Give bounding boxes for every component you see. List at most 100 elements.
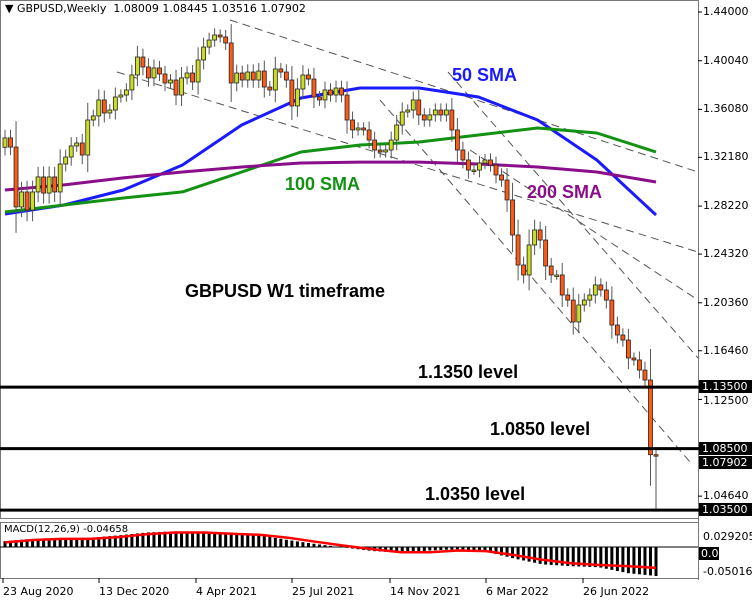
candle-body xyxy=(537,229,543,241)
trendline xyxy=(379,99,691,463)
candle-body xyxy=(223,36,229,44)
macd-histogram-bar xyxy=(395,547,399,553)
macd-histogram-bar xyxy=(113,535,117,547)
candle-body xyxy=(570,299,576,323)
macd-histogram-bar xyxy=(202,533,206,547)
candle-body xyxy=(96,99,102,117)
macd-histogram-bar xyxy=(53,538,57,547)
macd-histogram-bar xyxy=(213,533,217,547)
candle-body xyxy=(532,229,538,246)
macd-histogram-bar xyxy=(422,547,426,551)
chart-header: ▼ GBPUSD,Weekly 1.08009 1.08445 1.03516 … xyxy=(3,2,308,15)
macd-histogram-bar xyxy=(284,539,288,547)
candle-body xyxy=(101,99,107,114)
candle-body xyxy=(135,56,140,76)
macd-histogram-bar xyxy=(75,537,79,547)
trendline xyxy=(229,19,699,173)
macd-histogram-bar xyxy=(566,547,570,566)
macd-histogram-bar xyxy=(389,547,393,553)
macd-histogram-bar xyxy=(196,532,200,547)
candle-body xyxy=(631,357,637,361)
candle-body xyxy=(648,379,653,456)
candle-body xyxy=(8,137,13,148)
sma-100-line xyxy=(4,126,657,214)
date-tick-label: 25 Jul 2021 xyxy=(292,585,355,598)
ohlc-close: 1.07902 xyxy=(260,2,306,15)
sma50-label: 50 SMA xyxy=(452,65,518,85)
candle-body xyxy=(421,114,427,121)
candle-body xyxy=(576,304,582,323)
macd-histogram-bar xyxy=(516,547,520,560)
candle-body xyxy=(322,89,328,101)
candle-body xyxy=(118,94,124,98)
candle-body xyxy=(107,109,113,114)
candle-body xyxy=(344,94,350,121)
candle-body xyxy=(168,79,173,84)
ohlc-open: 1.08009 xyxy=(113,2,159,15)
macd-histogram-bar xyxy=(599,547,603,568)
macd-histogram-bar xyxy=(47,538,51,547)
candle-body xyxy=(272,68,278,91)
main-chart-frame xyxy=(0,0,699,519)
candle-body xyxy=(234,72,240,84)
price-tick-label: 1.12500 xyxy=(703,394,749,408)
candle-body xyxy=(212,34,218,41)
macd-histogram-bar xyxy=(102,536,106,547)
candle-body xyxy=(184,72,190,79)
candle-body xyxy=(554,274,560,277)
candle-body xyxy=(24,191,30,211)
price-tick-label: 1.16460 xyxy=(703,343,749,357)
macd-histogram-bar xyxy=(560,547,564,566)
macd-histogram-bar xyxy=(538,547,542,564)
candle-body xyxy=(603,289,609,301)
ohlc-high: 1.08445 xyxy=(162,2,208,15)
macd-histogram-bar xyxy=(461,547,465,550)
candle-body xyxy=(57,163,63,193)
level-lines xyxy=(0,385,699,512)
macd-histogram-bar xyxy=(306,542,310,547)
macd-histogram-bar xyxy=(141,532,145,547)
macd-histogram-bar xyxy=(544,547,548,565)
sma-200-line xyxy=(4,160,657,192)
candle-body xyxy=(581,299,587,306)
macd-histogram-bar xyxy=(279,538,283,547)
macd-histogram-bar xyxy=(218,533,222,547)
macd-histogram-bar xyxy=(174,531,178,547)
macd-histogram-bar xyxy=(500,547,504,556)
macd-histogram-bar xyxy=(466,547,470,551)
collapse-triangle-icon[interactable]: ▼ xyxy=(5,2,14,15)
candle-body xyxy=(294,88,300,107)
price-tick-label: 1.36080 xyxy=(703,102,749,116)
macd-histogram-bar xyxy=(505,547,509,557)
candle-body xyxy=(278,68,284,73)
candle-body xyxy=(410,99,416,111)
macd-histogram-bar xyxy=(621,547,625,573)
candle-body xyxy=(267,86,273,91)
macd-histogram-bar xyxy=(251,535,255,547)
macd-histogram-bar xyxy=(25,539,29,547)
macd-histogram-bar xyxy=(483,547,487,552)
macd-histogram-bar xyxy=(417,547,421,552)
macd-histogram-bar xyxy=(163,531,167,547)
candle-body xyxy=(289,79,295,107)
macd-histogram-bar xyxy=(86,537,90,547)
macd-histogram-bar xyxy=(637,547,641,575)
macd-histogram-bar xyxy=(262,536,266,547)
candle-body xyxy=(587,294,593,301)
level-1035-label: 1.0350 level xyxy=(425,484,526,504)
macd-histogram-bar xyxy=(58,538,62,547)
candle-body xyxy=(626,339,631,359)
candle-body xyxy=(399,111,405,126)
macd-histogram-bar xyxy=(235,534,239,547)
macd-histogram-bar xyxy=(345,547,349,548)
macd-histogram-bar xyxy=(224,534,228,547)
macd-histogram-bar xyxy=(444,547,448,550)
macd-histogram-bar xyxy=(301,542,305,547)
candle-body xyxy=(432,109,438,116)
sma200-label: 200 SMA xyxy=(527,182,603,202)
macd-tick-label: 0.029205 xyxy=(703,530,752,543)
macd-histogram-bar xyxy=(240,534,244,547)
macd-histogram-bar xyxy=(169,531,173,547)
candle-body xyxy=(123,89,129,96)
